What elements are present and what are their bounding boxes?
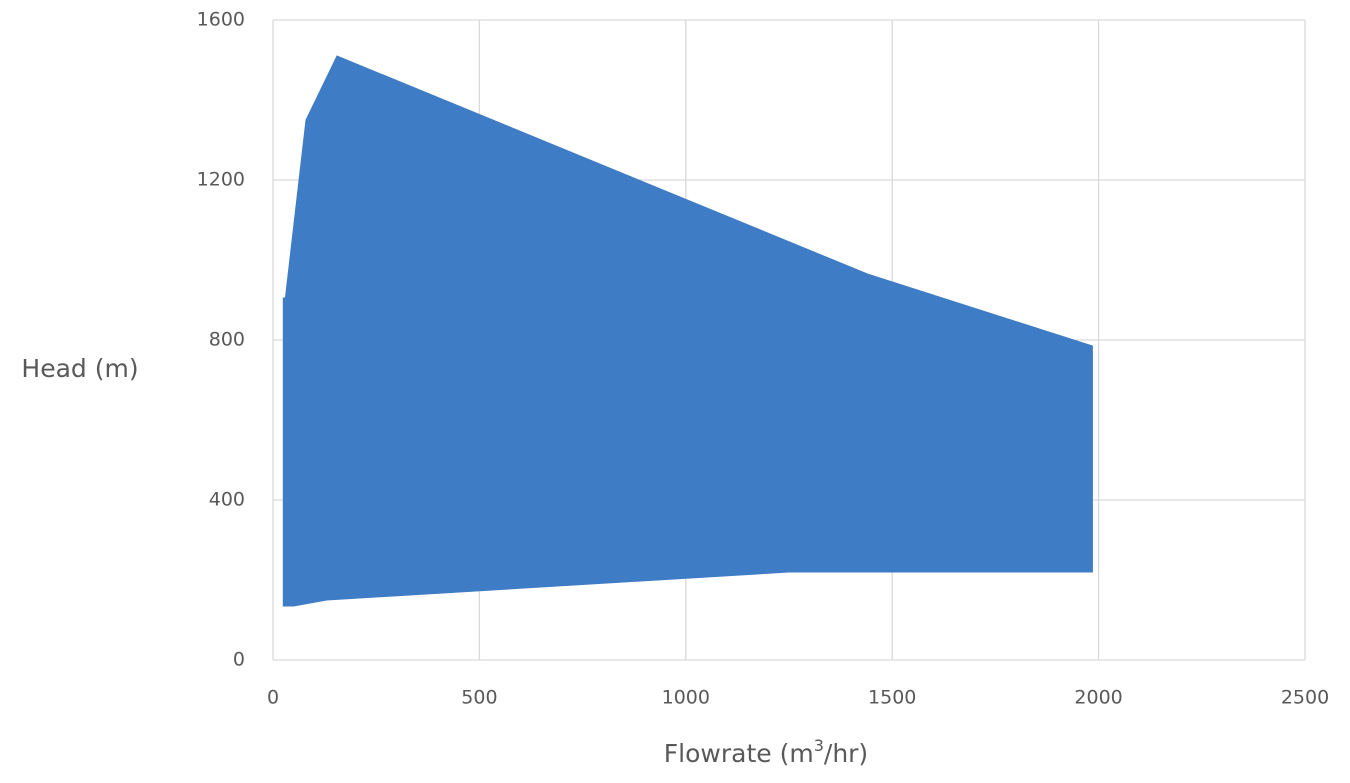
x-axis-title-superscript: 3 — [814, 736, 824, 755]
y-tick-label: 400 — [209, 489, 245, 511]
y-tick-label: 0 — [233, 649, 245, 671]
x-axis-title-tail: /hr) — [824, 739, 868, 768]
y-axis-title: Head (m) — [21, 354, 138, 383]
x-tick-label: 1500 — [868, 687, 916, 709]
x-tick-label: 2000 — [1074, 687, 1122, 709]
x-tick-label: 0 — [267, 687, 279, 709]
x-axis-title: Flowrate (m3/hr) — [664, 736, 868, 769]
y-tick-label: 1600 — [197, 9, 245, 31]
x-tick-label: 1000 — [662, 687, 710, 709]
y-tick-label: 1200 — [197, 169, 245, 191]
x-tick-label: 2500 — [1281, 687, 1329, 709]
y-tick-label: 800 — [209, 329, 245, 351]
operating-envelope-area — [282, 55, 1093, 607]
x-axis-title-base: Flowrate (m — [664, 739, 814, 768]
plot-area — [282, 55, 1093, 607]
tick-labels: 0 400 800 1200 1600 0 500 1000 1500 2000 2500 — [197, 9, 1330, 709]
x-tick-label: 500 — [461, 687, 497, 709]
